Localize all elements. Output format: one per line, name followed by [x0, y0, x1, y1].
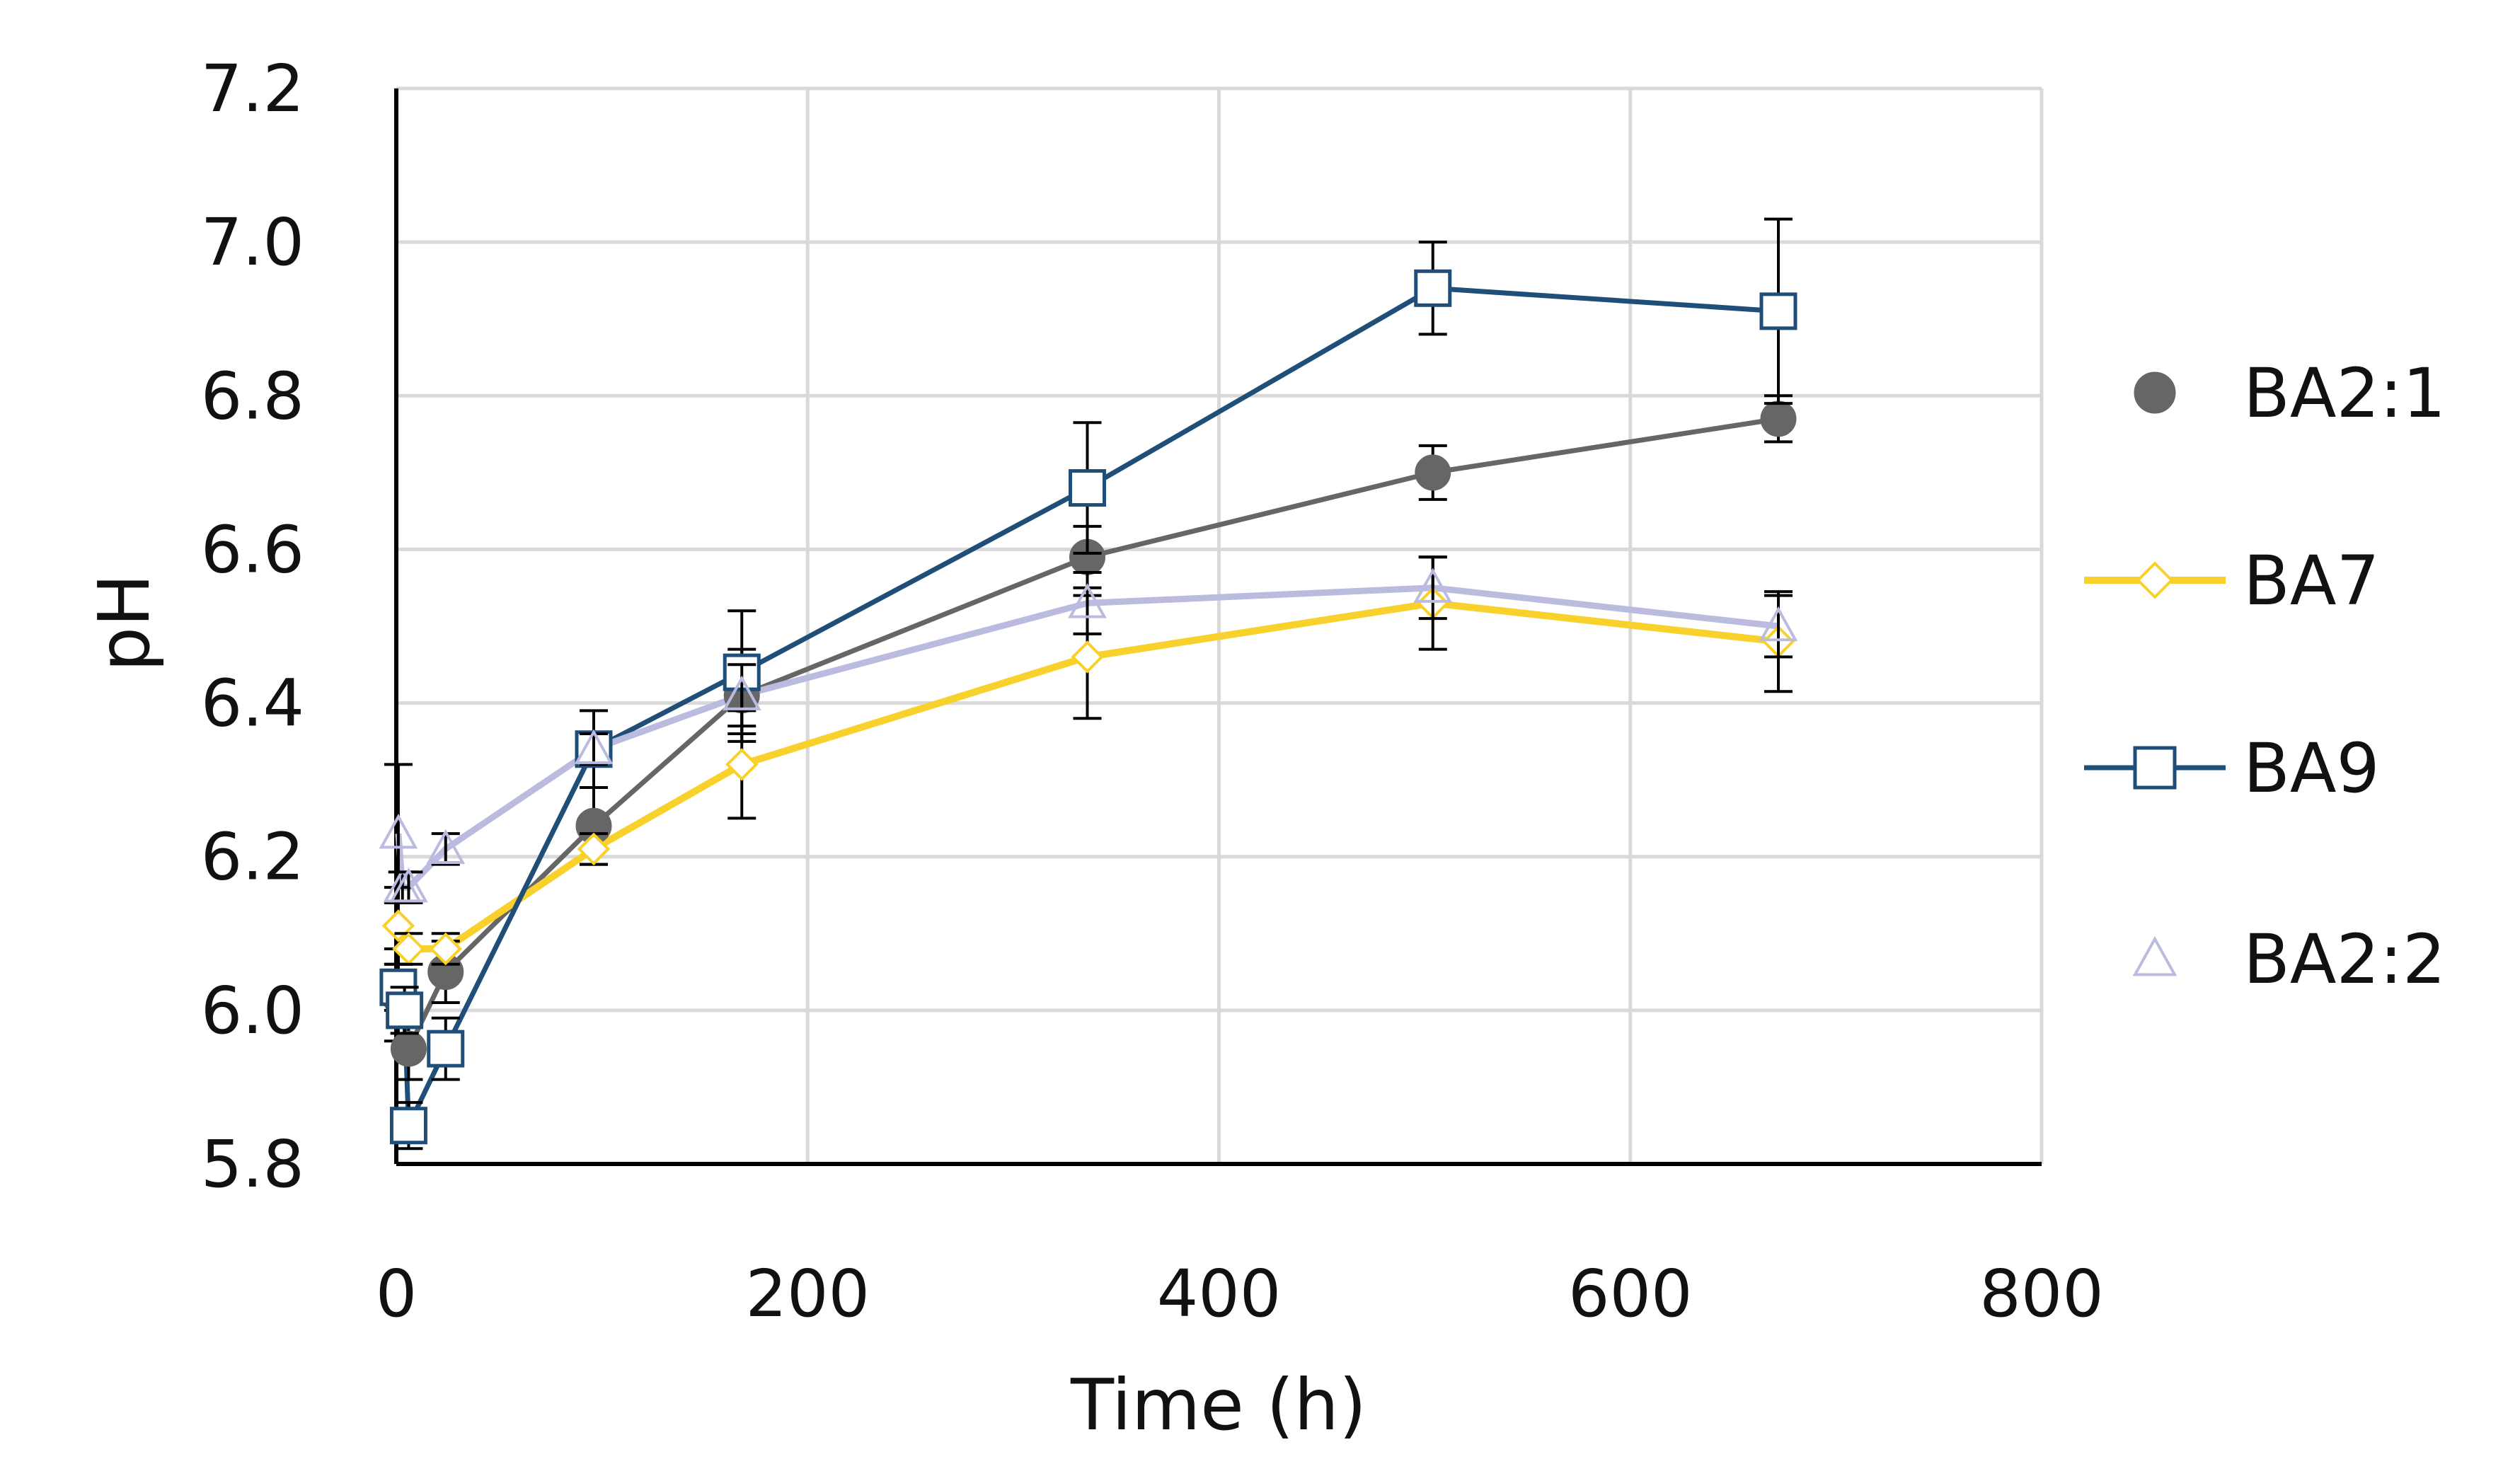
data-point — [1069, 469, 1106, 507]
data-point — [1759, 606, 1798, 642]
data-point — [2136, 561, 2174, 599]
data-point — [426, 829, 466, 865]
data-point — [1415, 454, 1451, 491]
data-point — [574, 729, 614, 764]
tick-labels: 5.8 6.0 6.2 6.4 6.6 6.8 7.0 7.2 0 200 400 600 800 — [201, 51, 2104, 1332]
data-point — [722, 675, 761, 710]
y-axis-title: pH — [83, 574, 166, 672]
data-point — [389, 867, 428, 903]
data-point — [390, 1030, 427, 1067]
y-tick-label: 6.0 — [201, 973, 304, 1049]
data-point — [1414, 269, 1452, 307]
legend: BA2:1 BA7 BA9 BA2:2 — [2084, 354, 2446, 999]
series-group — [379, 217, 1798, 1151]
x-tick-label: 800 — [1979, 1256, 2104, 1332]
data-point — [427, 1030, 465, 1068]
data-point — [2134, 371, 2176, 414]
series-marks — [379, 555, 1798, 904]
legend-item: BA2:2 — [2132, 920, 2446, 999]
legend-label: BA2:2 — [2243, 920, 2446, 999]
y-tick-label: 7.0 — [201, 204, 304, 280]
data-point — [2132, 935, 2177, 976]
data-point — [1071, 640, 1104, 674]
data-point — [1413, 567, 1453, 603]
y-tick-label: 6.4 — [201, 666, 304, 742]
error-bar — [1418, 555, 1447, 621]
legend-item: BA2:1 — [2134, 354, 2446, 433]
y-tick-label: 6.8 — [201, 358, 304, 434]
data-point — [386, 991, 424, 1030]
data-point — [1068, 583, 1107, 618]
x-tick-label: 400 — [1157, 1256, 1282, 1332]
error-bar — [1764, 594, 1793, 659]
legend-label: BA7 — [2243, 541, 2380, 621]
x-tick-label: 200 — [745, 1256, 870, 1332]
grid — [394, 86, 2044, 1166]
data-point — [379, 814, 418, 849]
error-bar — [1073, 571, 1102, 635]
error-bar — [727, 663, 756, 728]
legend-item: BA7 — [2084, 541, 2380, 621]
data-point — [1759, 292, 1797, 330]
x-axis-title: Time (h) — [1070, 1363, 1367, 1446]
data-point — [2133, 746, 2177, 790]
legend-label: BA2:1 — [2243, 354, 2446, 433]
y-tick-label: 6.6 — [201, 512, 304, 587]
data-point — [1760, 400, 1797, 437]
data-point — [389, 1107, 427, 1145]
x-tick-label: 0 — [376, 1256, 418, 1332]
legend-item: BA9 — [2084, 729, 2380, 808]
data-point — [577, 832, 611, 866]
y-tick-label: 5.8 — [201, 1126, 304, 1202]
data-point — [429, 932, 462, 966]
data-point — [381, 909, 415, 942]
legend-label: BA9 — [2243, 729, 2380, 808]
y-tick-label: 6.2 — [201, 819, 304, 895]
x-tick-label: 600 — [1568, 1256, 1693, 1332]
y-tick-label: 7.2 — [201, 51, 304, 127]
data-point — [725, 748, 759, 781]
